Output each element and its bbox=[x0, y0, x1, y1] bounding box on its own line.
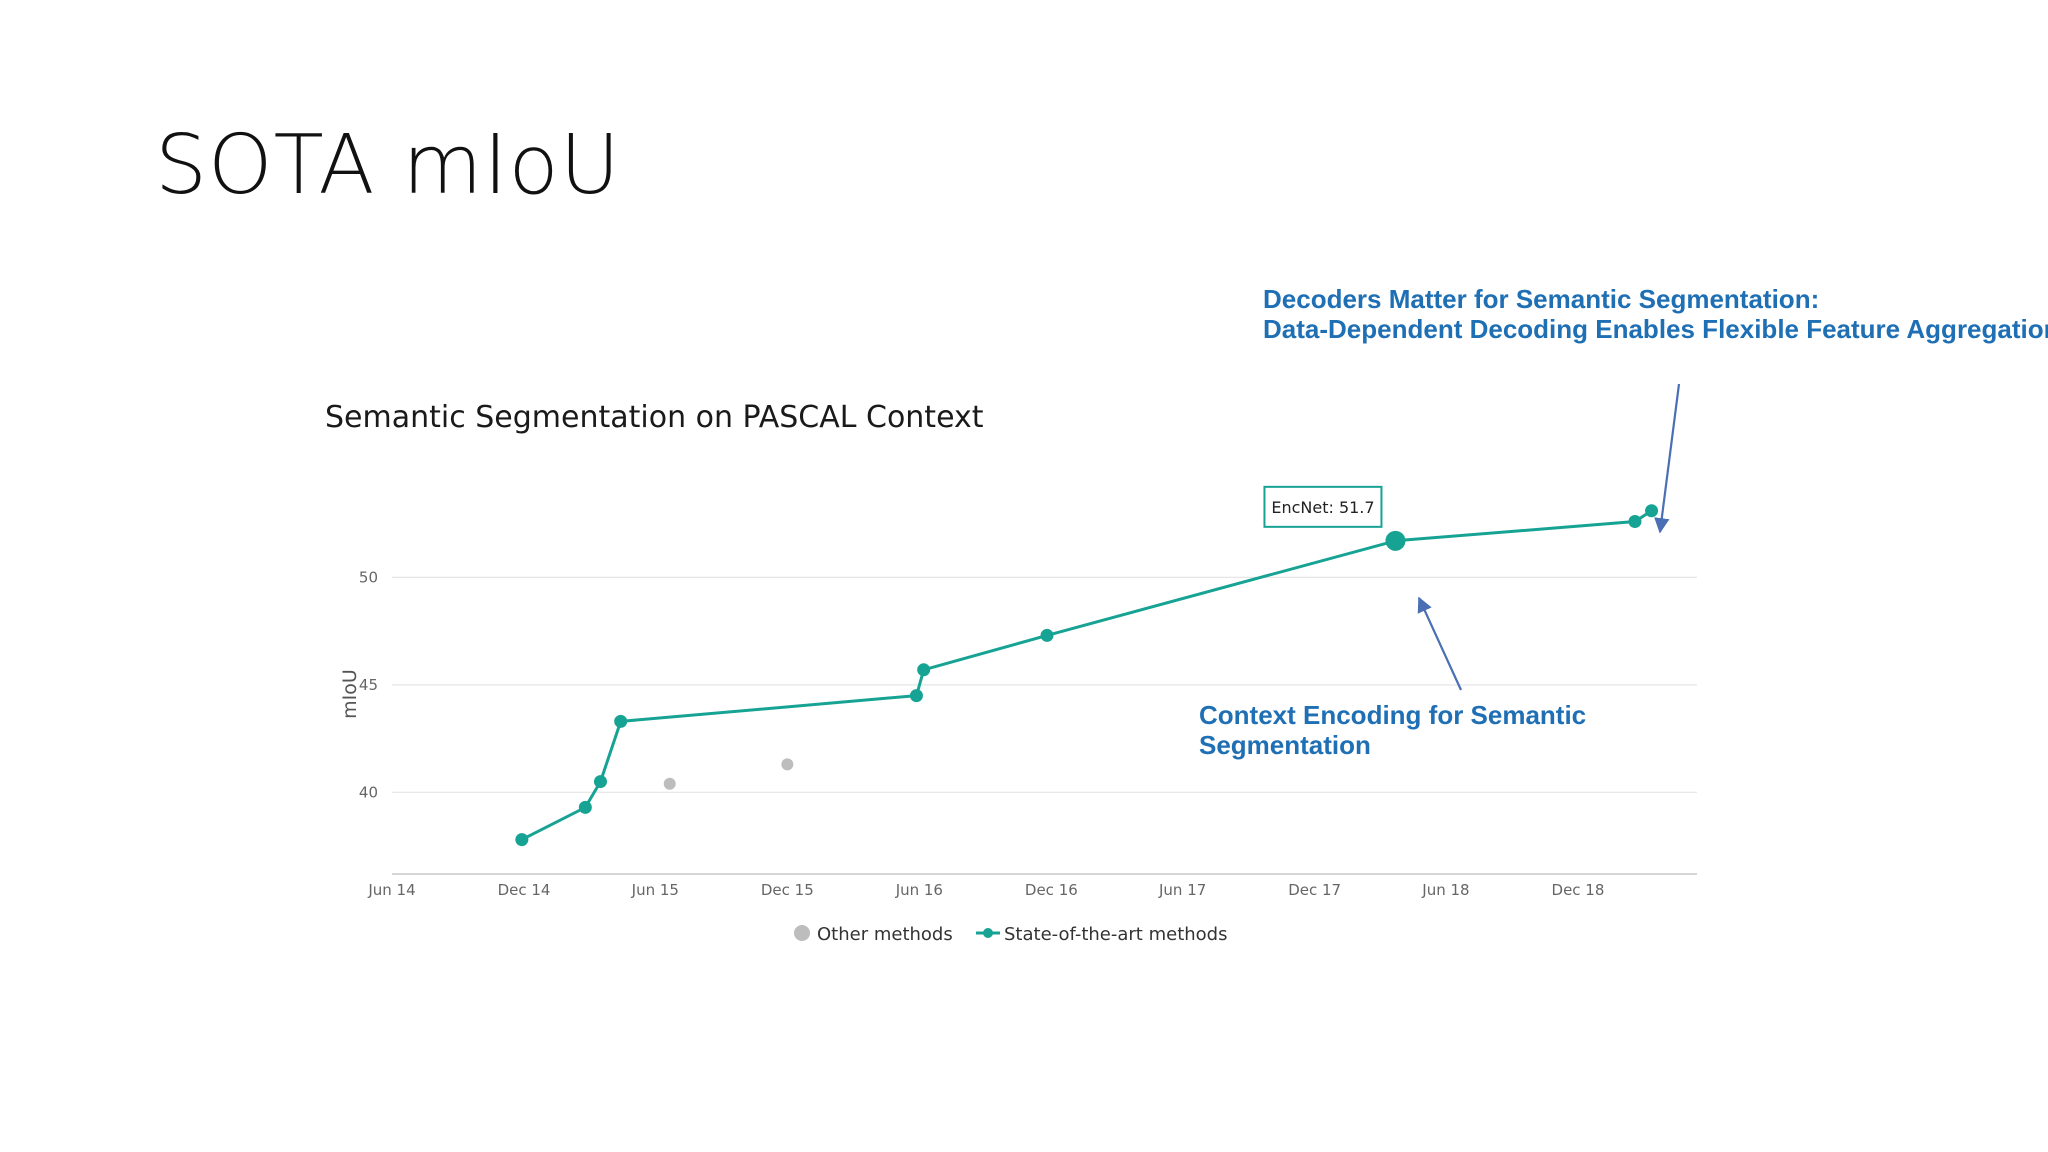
other-method-point bbox=[781, 758, 794, 771]
tooltip-label: EncNet: 51.7 bbox=[1271, 498, 1374, 517]
legend-sota-label: State-of-the-art methods bbox=[1004, 924, 1227, 945]
tooltip-box bbox=[1263, 485, 1383, 528]
encnet-arrow bbox=[1417, 596, 1463, 691]
x-axis: Jun 14 Dec 14 Jun 15 Dec 15 Jun 16 Dec 16 Jun … bbox=[367, 873, 1697, 899]
legend-other-label: Other methods bbox=[817, 924, 953, 945]
plot-area bbox=[515, 504, 1659, 847]
legend-sota-marker bbox=[983, 928, 993, 938]
y-tick-label: 40 bbox=[359, 783, 378, 801]
sota-point bbox=[593, 775, 607, 789]
slide-title: SOTA mIoU bbox=[155, 118, 621, 213]
y-axis-label: mIoU bbox=[339, 669, 361, 719]
x-tick-label: Dec 17 bbox=[1288, 881, 1341, 899]
sota-point-highlighted bbox=[1385, 530, 1406, 551]
encnet-annotation: Context Encoding for Semantic Segmentati… bbox=[1199, 700, 1586, 760]
sota-line bbox=[521, 509, 1653, 841]
x-tick-label: Dec 16 bbox=[1025, 881, 1078, 899]
decoders-arrow bbox=[1654, 383, 1681, 534]
x-tick-label: Jun 16 bbox=[895, 881, 943, 899]
x-tick-label: Dec 15 bbox=[761, 881, 814, 899]
tooltip: EncNet: 51.7 bbox=[1263, 485, 1383, 528]
chart-title: Semantic Segmentation on PASCAL Context bbox=[325, 400, 984, 435]
encnet-annotation-line1: Context Encoding for Semantic bbox=[1199, 700, 1587, 730]
sota-point bbox=[578, 800, 592, 814]
sota-point bbox=[1040, 628, 1054, 642]
legend: Other methods State-of-the-art methods bbox=[794, 924, 1227, 945]
x-tick-label: Jun 17 bbox=[1158, 881, 1206, 899]
x-tick-label: Dec 18 bbox=[1552, 881, 1605, 899]
y-axis: 40 45 50 bbox=[359, 568, 378, 801]
grid-lines bbox=[392, 576, 1697, 793]
x-tick-label: Jun 14 bbox=[367, 881, 415, 899]
sota-point bbox=[614, 714, 628, 728]
sota-point bbox=[1628, 514, 1642, 528]
decoders-annotation-line2: Data-Dependent Decoding Enables Flexible… bbox=[1263, 314, 2048, 344]
other-method-point bbox=[663, 777, 676, 790]
sota-point bbox=[515, 833, 529, 847]
y-tick-label: 45 bbox=[359, 676, 378, 694]
decoders-annotation-line1: Decoders Matter for Semantic Segmentatio… bbox=[1263, 284, 1820, 314]
sota-point bbox=[909, 689, 923, 703]
legend-other-marker bbox=[794, 925, 810, 941]
x-tick-label: Dec 14 bbox=[498, 881, 551, 899]
sota-point bbox=[1645, 504, 1659, 518]
sota-point bbox=[917, 663, 931, 677]
y-tick-label: 50 bbox=[359, 568, 378, 586]
annotation-arrows bbox=[1417, 383, 1681, 691]
x-tick-label: Jun 18 bbox=[1421, 881, 1469, 899]
x-tick-label: Jun 15 bbox=[631, 881, 679, 899]
decoders-annotation: Decoders Matter for Semantic Segmentatio… bbox=[1263, 284, 2048, 344]
encnet-annotation-line2: Segmentation bbox=[1199, 730, 1371, 760]
